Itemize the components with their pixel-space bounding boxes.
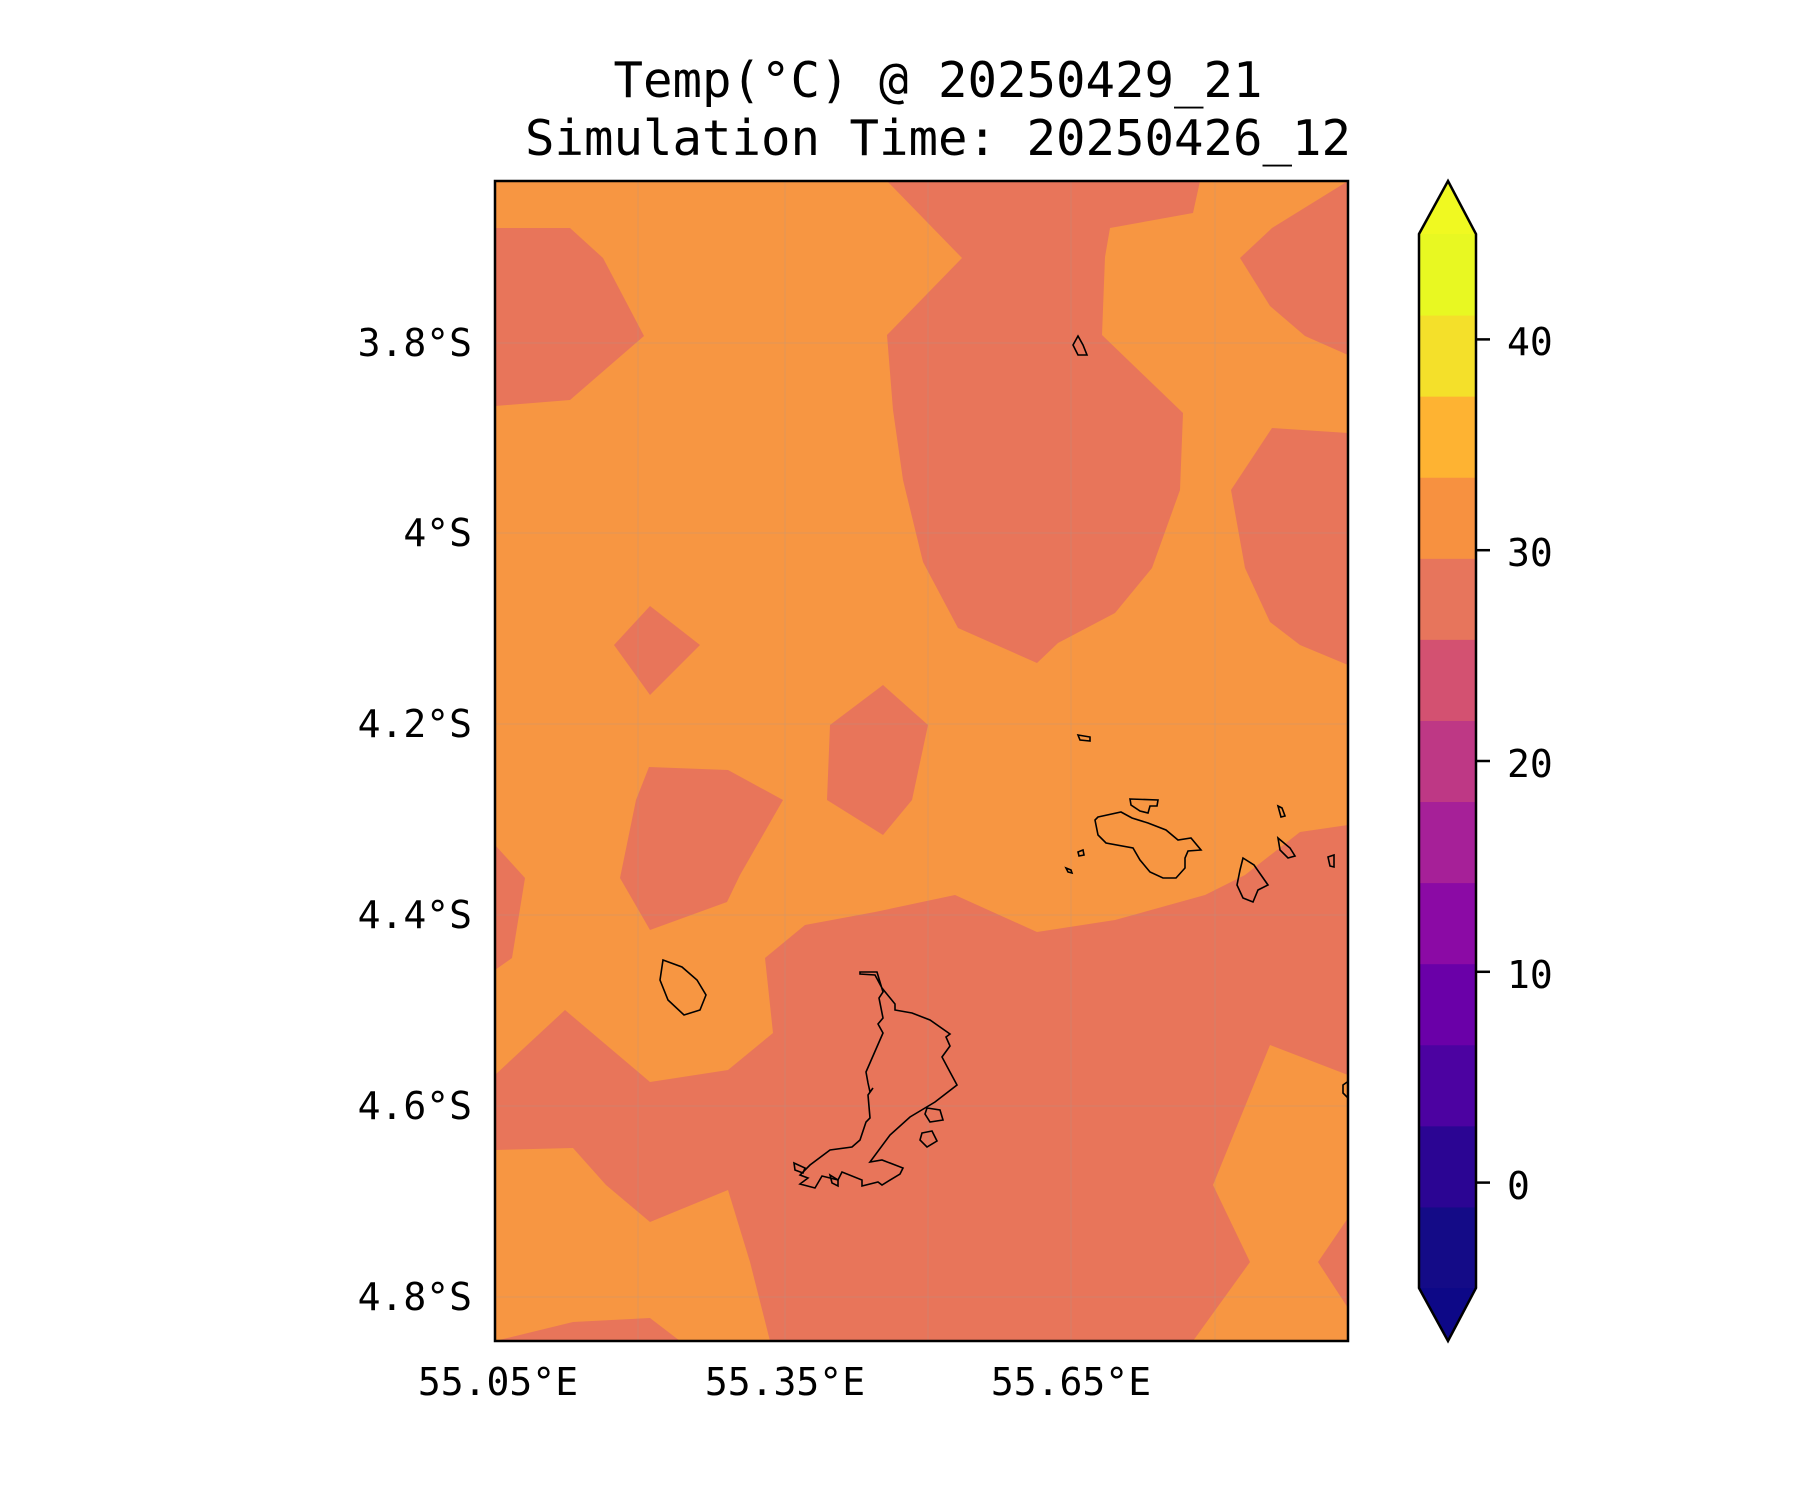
latitude-tick-labels: 3.8°S 4°S 4.2°S 4.4°S 4.6°S 4.8°S bbox=[358, 321, 472, 1319]
colorbar-extend-min bbox=[1419, 1288, 1476, 1341]
colorbar-segment bbox=[1419, 477, 1476, 559]
lat-tick-label: 3.8°S bbox=[358, 321, 472, 365]
coastline-islet bbox=[1327, 853, 1335, 869]
colorbar-tick-label: 40 bbox=[1507, 320, 1553, 364]
colorbar-segment bbox=[1419, 801, 1476, 884]
map-gridlines bbox=[495, 181, 1348, 1341]
temp-region bbox=[495, 845, 525, 970]
temp-region bbox=[614, 606, 700, 695]
temp-region bbox=[1240, 181, 1348, 355]
temp-region bbox=[495, 228, 644, 406]
lat-tick-label: 4.2°S bbox=[358, 702, 472, 746]
temp-region bbox=[495, 825, 1348, 1341]
longitude-tick-labels: 55.05°E 55.35°E 55.65°E bbox=[418, 1360, 1151, 1404]
coastline-silhouette-island bbox=[659, 958, 707, 1016]
temp-region bbox=[887, 181, 1200, 663]
temp-region bbox=[495, 1318, 680, 1341]
lon-tick-label: 55.35°E bbox=[705, 1360, 865, 1404]
colorbar-segment bbox=[1419, 882, 1476, 965]
coastline-islet bbox=[828, 1173, 839, 1188]
colorbar-segment bbox=[1419, 1044, 1476, 1127]
temp-region bbox=[1231, 428, 1348, 665]
coastline-la-digue-island bbox=[1236, 856, 1270, 904]
coastline-islet bbox=[1064, 866, 1074, 875]
lat-tick-label: 4.8°S bbox=[358, 1275, 472, 1319]
colorbar-ticks bbox=[1476, 338, 1490, 1184]
colorbar-extend-max bbox=[1419, 181, 1476, 234]
colorbar-segment bbox=[1419, 558, 1476, 640]
map-subtitle: Simulation Time: 20250426_12 bbox=[524, 110, 1351, 167]
coastline-islet bbox=[1072, 334, 1089, 356]
coastline-islet bbox=[1129, 798, 1159, 814]
coastline-islet bbox=[919, 1130, 939, 1149]
temp-region bbox=[620, 767, 783, 930]
colorbar-segment bbox=[1419, 234, 1476, 316]
map-area bbox=[495, 181, 1348, 1341]
lat-tick-label: 4.6°S bbox=[358, 1084, 472, 1128]
map-title: Temp(°C) @ 20250429_21 bbox=[613, 52, 1263, 109]
lon-tick-label: 55.05°E bbox=[418, 1360, 578, 1404]
lat-tick-label: 4°S bbox=[403, 511, 472, 555]
lat-tick-label: 4.4°S bbox=[358, 893, 472, 937]
colorbar-tick-label: 20 bbox=[1507, 742, 1553, 786]
colorbar-segment bbox=[1419, 1206, 1476, 1289]
lon-tick-label: 55.65°E bbox=[991, 1360, 1151, 1404]
colorbar-segment bbox=[1419, 963, 1476, 1046]
colorbar-outline bbox=[1417, 178, 1478, 1344]
colorbar-segment bbox=[1419, 396, 1476, 478]
temp-region bbox=[1318, 1218, 1348, 1308]
colorbar-tick-label: 10 bbox=[1507, 953, 1553, 997]
colorbar-segment bbox=[1419, 315, 1476, 397]
coastline-islet bbox=[793, 1161, 807, 1175]
colorbar-segment bbox=[1419, 1125, 1476, 1208]
coastline-praslin-island bbox=[1094, 811, 1203, 879]
coastline-islet bbox=[1077, 848, 1085, 857]
colorbar-segment bbox=[1419, 720, 1476, 803]
colorbar-segment bbox=[1419, 639, 1476, 721]
coastline-islet bbox=[1276, 836, 1297, 859]
colorbar-tick-label: 30 bbox=[1507, 531, 1553, 575]
coastlines bbox=[659, 334, 1348, 1189]
colorbar-segments bbox=[1419, 234, 1476, 1289]
colorbar: 0 10 20 30 40 bbox=[1417, 178, 1553, 1344]
coastline-islet bbox=[1076, 733, 1091, 742]
temp-region bbox=[827, 685, 928, 835]
map-frame bbox=[493, 179, 1350, 1343]
colorbar-tick-label: 0 bbox=[1507, 1164, 1530, 1208]
coastline-mahe-island bbox=[798, 971, 959, 1189]
coastline-islet bbox=[924, 1107, 945, 1123]
temp-band-25-30-regions bbox=[495, 181, 1348, 1341]
colorbar-tick-labels: 0 10 20 30 40 bbox=[1507, 320, 1553, 1208]
coastline-islet bbox=[1276, 804, 1287, 818]
